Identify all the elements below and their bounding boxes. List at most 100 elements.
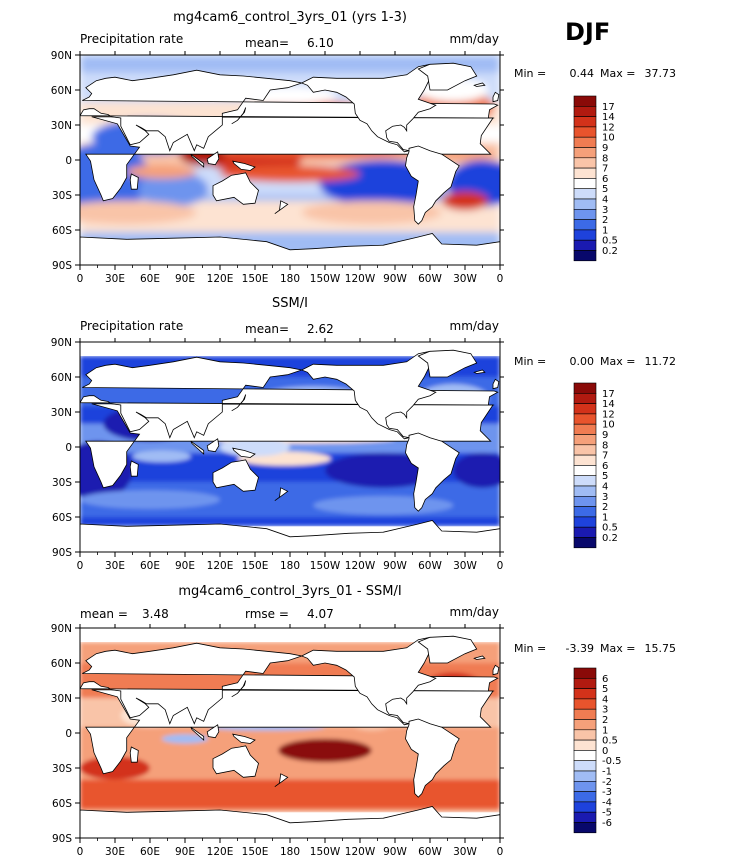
continent-outline bbox=[206, 438, 220, 453]
field-blob bbox=[220, 165, 360, 183]
continent-outline bbox=[212, 745, 259, 778]
x-tick-label: 90W bbox=[383, 273, 407, 285]
land-mask bbox=[80, 349, 500, 552]
y-tick-label: 90N bbox=[51, 623, 72, 635]
colorbar-box bbox=[573, 729, 597, 741]
missing-data bbox=[80, 628, 500, 642]
colorbar-label: 3 bbox=[602, 492, 608, 503]
continent-outline bbox=[80, 806, 500, 838]
colorbar-box bbox=[573, 198, 597, 210]
x-tick-label: 180 bbox=[280, 560, 300, 572]
colorbar-label: -3 bbox=[602, 787, 612, 798]
y-tick-label: 60S bbox=[52, 225, 72, 237]
y-tick-label: 0 bbox=[65, 155, 72, 167]
colorbar-label: 6 bbox=[602, 674, 608, 685]
continent-outline bbox=[473, 655, 486, 660]
x-tick-label: 180 bbox=[280, 273, 300, 285]
x-tick-label: 60E bbox=[140, 846, 160, 858]
continent-outline bbox=[274, 773, 289, 788]
continent-outline bbox=[212, 172, 259, 205]
colorbar-label: 0.5 bbox=[602, 736, 618, 747]
colorbar-box bbox=[573, 229, 597, 241]
colorbar-label: 17 bbox=[602, 389, 615, 400]
continent-outline bbox=[80, 69, 499, 152]
map-axes: 0 30E 60E 90E 120E 150E 180 150W 120W 90W 60W 30W 09… bbox=[51, 623, 504, 858]
colorbar-box bbox=[573, 770, 597, 782]
colorbar-box bbox=[573, 465, 597, 476]
units-label: mm/day bbox=[450, 605, 500, 619]
continent-outline bbox=[85, 116, 495, 202]
colorbar-box bbox=[573, 750, 597, 762]
x-tick-label: 90W bbox=[383, 560, 407, 572]
colorbar-label: 5 bbox=[602, 184, 608, 195]
mean-value: 2.62 bbox=[307, 322, 334, 336]
x-tick-label: 0 bbox=[77, 846, 84, 858]
y-tick-label: 90S bbox=[52, 547, 72, 559]
panel-observation: SSM/I Precipitation rate mean= 2.62 mm/d… bbox=[51, 296, 676, 572]
panel-title: mg4cam6_control_3yrs_01 (yrs 1-3) bbox=[173, 10, 407, 25]
field-blob bbox=[138, 171, 209, 207]
x-tick-label: 120E bbox=[207, 560, 234, 572]
x-tick-label: 150E bbox=[242, 273, 269, 285]
continent-outline bbox=[492, 91, 500, 103]
max-label: Max = bbox=[600, 642, 635, 655]
colorbar-label: 1 bbox=[602, 512, 608, 523]
colorbar-box bbox=[573, 526, 597, 538]
colorbar-label: 4 bbox=[602, 482, 608, 493]
colorbar-box bbox=[573, 475, 597, 487]
x-tick-label: 30W bbox=[453, 560, 477, 572]
min-value: 0.44 bbox=[570, 67, 595, 80]
colorbar-label: 0.5 bbox=[602, 236, 618, 247]
x-tick-label: 180 bbox=[280, 846, 300, 858]
colorbar-box bbox=[573, 106, 597, 117]
x-tick-label: 60E bbox=[140, 273, 160, 285]
continent-outline bbox=[190, 726, 205, 741]
continent-outline bbox=[232, 447, 256, 458]
colorbar-label: 0 bbox=[602, 746, 608, 757]
colorbar-label: -5 bbox=[602, 808, 612, 819]
continent-outline bbox=[492, 378, 500, 390]
continent-outline bbox=[85, 689, 495, 775]
colorbar-label: -1 bbox=[602, 767, 612, 778]
field-blob bbox=[441, 191, 489, 211]
x-tick-label: 150W bbox=[310, 560, 341, 572]
x-tick-label: 150W bbox=[310, 846, 341, 858]
colorbar-label: 12 bbox=[602, 409, 615, 420]
colorbar-label: 10 bbox=[602, 420, 615, 431]
colorbar-label: 0.2 bbox=[602, 533, 618, 544]
season-label: DJF bbox=[565, 18, 610, 46]
panel-model: mg4cam6_control_3yrs_01 (yrs 1-3) Precip… bbox=[51, 10, 676, 285]
colorbar-box bbox=[573, 791, 597, 803]
colorbar-box bbox=[573, 157, 597, 169]
continent-outline bbox=[417, 635, 478, 664]
x-tick-label: 60W bbox=[418, 273, 442, 285]
field-blob bbox=[80, 200, 197, 225]
x-tick-label: 120W bbox=[345, 846, 376, 858]
min-label: Min = bbox=[514, 67, 546, 80]
continent-outline bbox=[274, 200, 289, 215]
colorbar-label: 4 bbox=[602, 694, 608, 705]
colorbar-box bbox=[573, 95, 597, 107]
field-blob bbox=[161, 734, 209, 744]
map-axes: 0 30E 60E 90E 120E 150E 180 150W 120W 90W 60W 30W 09… bbox=[51, 50, 504, 285]
colorbar-label: 5 bbox=[602, 471, 608, 482]
x-tick-label: 120E bbox=[207, 273, 234, 285]
x-tick-label: 90E bbox=[175, 846, 195, 858]
land-mask bbox=[80, 635, 500, 838]
continent-outline bbox=[231, 394, 247, 412]
colorbar-label: -2 bbox=[602, 777, 612, 788]
colorbar-label: 1 bbox=[602, 225, 608, 236]
continent-outline bbox=[80, 520, 500, 552]
y-tick-label: 90N bbox=[51, 50, 72, 62]
map-axes: 0 30E 60E 90E 120E 150E 180 150W 120W 90W 60W 30W 09… bbox=[51, 337, 504, 572]
continent-outline bbox=[85, 403, 495, 489]
colorbar-label: -6 bbox=[602, 818, 612, 829]
y-tick-label: 30N bbox=[51, 693, 72, 705]
x-tick-label: 120E bbox=[207, 846, 234, 858]
continent-outline bbox=[206, 724, 220, 739]
colorbar-label: 6 bbox=[602, 174, 608, 185]
y-tick-label: 90N bbox=[51, 337, 72, 349]
mean-value: 6.10 bbox=[307, 36, 334, 50]
continent-outline bbox=[231, 107, 247, 125]
